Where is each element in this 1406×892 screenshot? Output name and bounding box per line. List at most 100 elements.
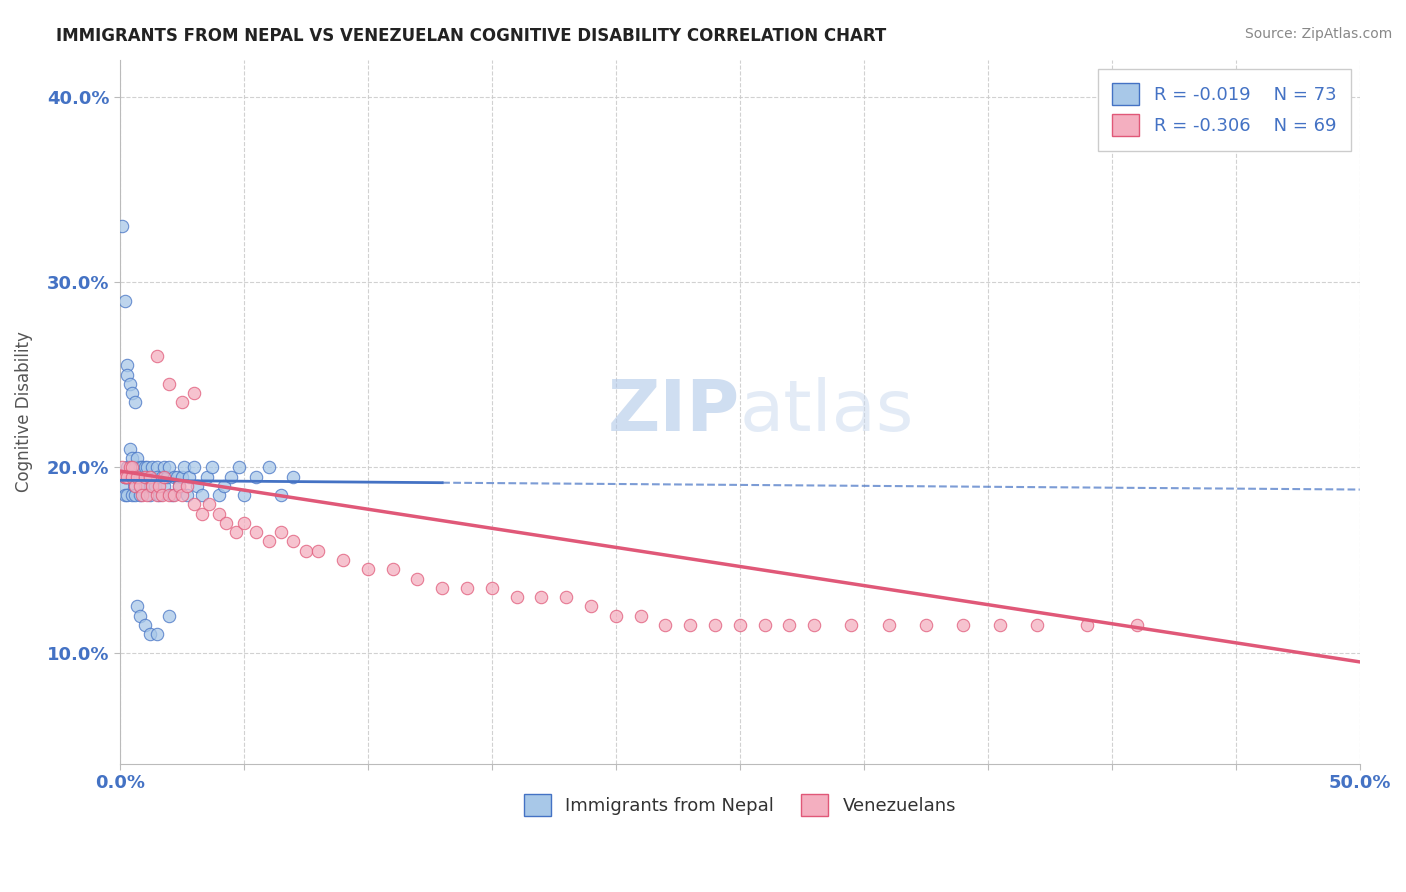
Point bbox=[630, 608, 652, 623]
Point bbox=[153, 479, 176, 493]
Point bbox=[121, 386, 143, 401]
Point bbox=[481, 581, 503, 595]
Point bbox=[117, 469, 139, 483]
Point bbox=[679, 617, 702, 632]
Y-axis label: Cognitive Disability: Cognitive Disability bbox=[15, 331, 32, 492]
Point bbox=[136, 460, 159, 475]
Point bbox=[841, 617, 863, 632]
Point bbox=[952, 617, 974, 632]
Point bbox=[127, 469, 149, 483]
Point bbox=[156, 469, 179, 483]
Point bbox=[121, 451, 143, 466]
Point bbox=[530, 590, 553, 604]
Point bbox=[186, 479, 208, 493]
Point bbox=[190, 488, 212, 502]
Point bbox=[131, 488, 153, 502]
Point bbox=[114, 469, 136, 483]
Point bbox=[134, 479, 156, 493]
Point bbox=[332, 553, 354, 567]
Point bbox=[114, 469, 136, 483]
Point bbox=[170, 488, 193, 502]
Point bbox=[121, 460, 143, 475]
Point bbox=[128, 460, 150, 475]
Point bbox=[283, 534, 305, 549]
Point bbox=[157, 608, 180, 623]
Point bbox=[505, 590, 527, 604]
Point bbox=[121, 469, 143, 483]
Point bbox=[163, 488, 186, 502]
Point bbox=[128, 608, 150, 623]
Point bbox=[605, 608, 627, 623]
Point bbox=[283, 469, 305, 483]
Point bbox=[124, 479, 146, 493]
Text: ZIP: ZIP bbox=[607, 377, 740, 446]
Point bbox=[138, 627, 160, 641]
Point bbox=[555, 590, 578, 604]
Point bbox=[124, 460, 146, 475]
Point bbox=[146, 627, 169, 641]
Point bbox=[200, 460, 222, 475]
Point bbox=[245, 525, 267, 540]
Text: Source: ZipAtlas.com: Source: ZipAtlas.com bbox=[1244, 27, 1392, 41]
Point bbox=[208, 507, 231, 521]
Point bbox=[134, 617, 156, 632]
Point bbox=[128, 479, 150, 493]
Point bbox=[221, 469, 243, 483]
Point bbox=[195, 469, 218, 483]
Point bbox=[153, 460, 176, 475]
Point bbox=[654, 617, 676, 632]
Point bbox=[257, 460, 280, 475]
Point bbox=[728, 617, 751, 632]
Point bbox=[121, 469, 143, 483]
Point bbox=[232, 488, 254, 502]
Point bbox=[579, 599, 602, 614]
Point bbox=[170, 395, 193, 409]
Point bbox=[877, 617, 900, 632]
Point bbox=[754, 617, 776, 632]
Point bbox=[117, 488, 139, 502]
Point bbox=[270, 525, 292, 540]
Point bbox=[124, 488, 146, 502]
Point bbox=[432, 581, 454, 595]
Point bbox=[803, 617, 825, 632]
Point bbox=[146, 460, 169, 475]
Point bbox=[270, 488, 292, 502]
Point bbox=[163, 469, 186, 483]
Point bbox=[381, 562, 404, 576]
Point bbox=[456, 581, 478, 595]
Point bbox=[153, 469, 176, 483]
Point bbox=[117, 359, 139, 373]
Text: IMMIGRANTS FROM NEPAL VS VENEZUELAN COGNITIVE DISABILITY CORRELATION CHART: IMMIGRANTS FROM NEPAL VS VENEZUELAN COGN… bbox=[56, 27, 887, 45]
Point bbox=[136, 488, 159, 502]
Point bbox=[111, 460, 134, 475]
Point bbox=[134, 460, 156, 475]
Point bbox=[406, 572, 429, 586]
Point bbox=[176, 479, 198, 493]
Point bbox=[117, 460, 139, 475]
Point bbox=[141, 469, 163, 483]
Point bbox=[146, 349, 169, 363]
Point bbox=[190, 507, 212, 521]
Text: atlas: atlas bbox=[740, 377, 914, 446]
Point bbox=[914, 617, 936, 632]
Point bbox=[138, 469, 160, 483]
Point bbox=[111, 219, 134, 234]
Point bbox=[176, 488, 198, 502]
Point bbox=[257, 534, 280, 549]
Point bbox=[170, 469, 193, 483]
Point bbox=[111, 479, 134, 493]
Point bbox=[357, 562, 380, 576]
Point bbox=[134, 469, 156, 483]
Point bbox=[136, 469, 159, 483]
Point bbox=[212, 479, 235, 493]
Point bbox=[131, 469, 153, 483]
Point bbox=[148, 479, 170, 493]
Point bbox=[124, 479, 146, 493]
Point bbox=[146, 488, 169, 502]
Point bbox=[146, 469, 169, 483]
Point bbox=[228, 460, 250, 475]
Point bbox=[138, 488, 160, 502]
Point bbox=[143, 479, 166, 493]
Point bbox=[127, 451, 149, 466]
Point bbox=[307, 543, 329, 558]
